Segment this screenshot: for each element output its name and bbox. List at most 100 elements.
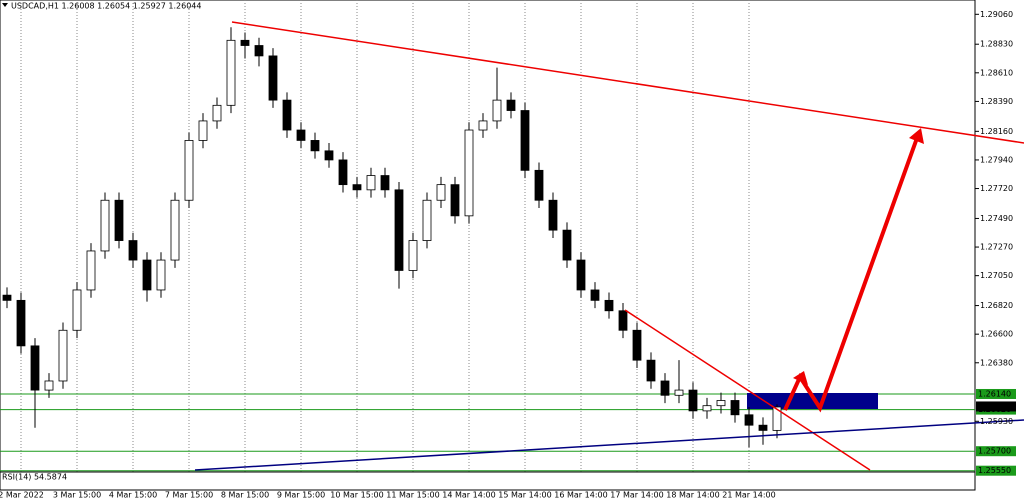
- candle-body: [380, 175, 390, 191]
- candle-body: [590, 289, 600, 301]
- x-tick-label: 16 Mar 14:00: [554, 491, 607, 500]
- x-tick-label: 3 Mar 15:00: [53, 491, 101, 500]
- candles: [2, 27, 782, 448]
- trendline: [194, 419, 1024, 471]
- level-label: 1.25550: [978, 466, 1011, 475]
- candle-body: [394, 189, 404, 271]
- candle-body: [730, 400, 740, 416]
- y-tick-label: 1.28610: [980, 68, 1013, 77]
- candle-body: [534, 169, 544, 201]
- price-axis: 1.29060 1.28830 1.28610 1.28390 1.28160 1.279…: [975, 10, 1016, 476]
- y-tick-label: 1.27050: [980, 271, 1013, 280]
- candle-body: [100, 199, 110, 252]
- x-tick-label: 21 Mar 14:00: [722, 491, 775, 500]
- candle-body: [520, 110, 530, 171]
- candle-body: [240, 39, 250, 46]
- candle-body: [604, 299, 614, 312]
- x-tick-label: 18 Mar 14:00: [666, 491, 719, 500]
- candle-body: [310, 140, 320, 152]
- y-tick-label: 1.26820: [980, 301, 1013, 310]
- arrowhead: [793, 371, 808, 385]
- candle-body: [226, 39, 236, 106]
- candle-body: [492, 99, 502, 122]
- candle-body: [366, 175, 376, 191]
- candle-body: [16, 299, 26, 347]
- candle-body: [702, 405, 712, 412]
- candle-body: [506, 99, 516, 111]
- indicator-label: RSI(14) 54.5874: [2, 473, 67, 482]
- candle-body: [296, 129, 306, 141]
- candle-body: [352, 184, 362, 191]
- candle-body: [576, 259, 586, 291]
- zone-box: [747, 393, 878, 409]
- chart-title: USDCAD,H1 1.26008 1.26054 1.25927 1.2604…: [11, 2, 201, 11]
- candle-body: [618, 310, 628, 331]
- y-tick-label: 1.26600: [980, 330, 1013, 339]
- level-tag: [976, 465, 1016, 476]
- x-tick-label: 7 Mar 15:00: [165, 491, 213, 500]
- arrow-path: [783, 137, 919, 413]
- candle-body: [324, 150, 334, 161]
- x-tick-label: 4 Mar 15:00: [109, 491, 157, 500]
- x-tick-label: 8 Mar 15:00: [221, 491, 269, 500]
- candle-body: [674, 389, 684, 396]
- candle-body: [688, 389, 698, 412]
- current-price-label: 1.26044: [978, 402, 1011, 411]
- trendline: [624, 309, 871, 471]
- y-tick-label: 1.27940: [980, 155, 1013, 164]
- candle-body: [338, 159, 348, 186]
- candle-body: [114, 199, 124, 241]
- x-tick-label: 10 Mar 15:00: [330, 491, 383, 500]
- candle-body: [478, 120, 488, 131]
- candle-body: [142, 259, 152, 291]
- candle-body: [436, 184, 446, 201]
- candle-body: [464, 129, 474, 217]
- y-tick-label: 1.28830: [980, 40, 1013, 49]
- x-tick-label: 15 Mar 14:00: [498, 491, 551, 500]
- y-tick-label: 1.25930: [980, 417, 1013, 426]
- candle-body: [646, 359, 656, 382]
- candle-body: [548, 199, 558, 231]
- candle-body: [156, 259, 166, 291]
- candle-body: [716, 400, 726, 407]
- candle-body: [128, 240, 138, 261]
- x-tick-label: 14 Mar 14:00: [442, 491, 495, 500]
- candle-body: [758, 424, 768, 431]
- candle-body: [254, 45, 264, 57]
- current-price-tag: [976, 401, 1016, 412]
- candle-body: [44, 380, 54, 391]
- level-tag: [976, 388, 1016, 399]
- y-tick-label: 1.28160: [980, 127, 1013, 136]
- menu-icon: [2, 3, 8, 7]
- candle-body: [72, 289, 82, 331]
- candle-body: [632, 329, 642, 361]
- candle-body: [198, 120, 208, 141]
- arrowhead: [909, 128, 924, 144]
- x-tick-label: 9 Mar 15:00: [277, 491, 325, 500]
- level-label: 1.26140: [978, 389, 1011, 398]
- candle-body: [660, 380, 670, 396]
- candle-body: [422, 199, 432, 241]
- level-tag: [976, 446, 1016, 457]
- level-label: 1.25700: [978, 447, 1011, 456]
- plot-area: [0, 0, 976, 491]
- trendline: [231, 21, 1024, 144]
- candle-body: [450, 184, 460, 217]
- candle-body: [562, 229, 572, 261]
- x-tick-label: 17 Mar 14:00: [610, 491, 663, 500]
- x-tick-label: 11 Mar 15:00: [386, 491, 439, 500]
- y-tick-label: 1.28390: [980, 97, 1013, 106]
- y-tick-label: 1.26380: [980, 358, 1013, 367]
- candle-body: [30, 345, 40, 391]
- candle-body: [772, 406, 782, 431]
- candle-body: [2, 294, 12, 301]
- candle-body: [184, 140, 194, 201]
- x-tick-label: 2 Mar 2022: [0, 491, 44, 500]
- candle-body: [170, 199, 180, 261]
- y-tick-label: 1.29060: [980, 10, 1013, 19]
- candle-body: [408, 240, 418, 271]
- y-tick-label: 1.27270: [980, 243, 1013, 252]
- y-tick-label: 1.27720: [980, 184, 1013, 193]
- candle-body: [86, 250, 96, 291]
